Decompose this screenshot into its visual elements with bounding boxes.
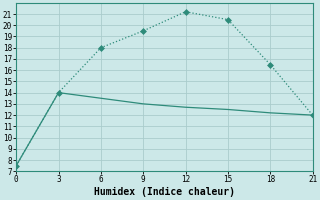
X-axis label: Humidex (Indice chaleur): Humidex (Indice chaleur): [94, 187, 235, 197]
